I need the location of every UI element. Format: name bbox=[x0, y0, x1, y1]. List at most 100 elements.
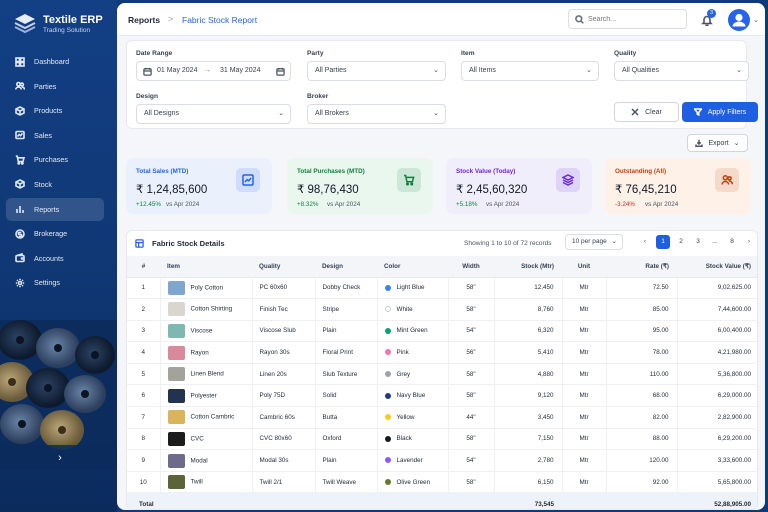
sidebar-item-reports[interactable]: Reports bbox=[6, 197, 104, 221]
page-button[interactable]: 1 bbox=[656, 235, 670, 249]
table-row[interactable]: 8 CVC CVC 80x60 Oxford Black 58" 7,150 Mtr 88.00… bbox=[127, 428, 757, 451]
page-button[interactable]: 8 bbox=[730, 238, 734, 245]
summary-card[interactable]: Stock Value (Today) ₹ 2,45,60,320 +5.18% vs… bbox=[446, 158, 592, 214]
sidebar-item-settings[interactable]: Settings bbox=[6, 271, 104, 294]
rate-cell: 120.00 bbox=[605, 449, 677, 472]
table-row[interactable]: 10 Twill Twill 2/1 Twill Weave Olive Green 58… bbox=[127, 471, 757, 494]
design-value: All Designs bbox=[144, 110, 180, 117]
table-row[interactable]: 7 Cotton Cambric Cambric 60s Butta Yellow 44"… bbox=[127, 406, 757, 429]
chevron-down-icon: ⌄ bbox=[611, 238, 617, 245]
quality-cell: Poly 75D bbox=[251, 384, 315, 408]
column-header[interactable]: Design bbox=[315, 256, 377, 278]
search-input[interactable] bbox=[588, 13, 683, 26]
sidebar-item-stock[interactable]: Stock bbox=[6, 173, 104, 196]
table-row[interactable]: 9 Modal Modal 30s Plain Lavender 54" 2,780 Mtr 1… bbox=[127, 449, 757, 472]
export-button[interactable]: Export ⌄ bbox=[687, 134, 748, 152]
sidebar-item-accounts[interactable]: Accounts bbox=[6, 247, 104, 270]
date-from[interactable]: 01 May 2024 bbox=[157, 67, 198, 74]
sidebar-item-products[interactable]: Products bbox=[6, 99, 104, 122]
broker-select[interactable]: All Brokers ⌄ bbox=[307, 104, 446, 124]
fabric-swatch bbox=[167, 431, 185, 446]
page-button[interactable]: 3 bbox=[696, 238, 700, 245]
item-value: All Items bbox=[469, 67, 496, 74]
column-header[interactable]: Width bbox=[448, 256, 494, 278]
cart-icon bbox=[15, 155, 25, 165]
unit-cell: Mtr bbox=[561, 471, 606, 494]
column-header[interactable]: Stock (Mtr) bbox=[494, 256, 562, 278]
table-row[interactable]: 2 Cotton Shirting Finish Tec Stripe White 58"… bbox=[127, 298, 757, 321]
item-cell: CVC bbox=[159, 428, 252, 451]
summary-card[interactable]: Total Purchases (MTD) ₹ 98,76,430 +8.32% vs… bbox=[287, 158, 433, 214]
stock-cell: 8,760 bbox=[493, 298, 562, 321]
color-cell: Olive Green bbox=[376, 471, 448, 494]
rate-cell: 68.00 bbox=[605, 384, 677, 408]
column-header[interactable]: Color bbox=[377, 256, 448, 278]
item-select[interactable]: All Items ⌄ bbox=[461, 61, 599, 81]
summary-card[interactable]: Outstanding (All) ₹ 76,45,210 -3.24% vs Apr… bbox=[605, 158, 751, 214]
width-cell: 58" bbox=[447, 298, 494, 321]
total-value: 52,88,905.00 bbox=[677, 492, 757, 509]
design-cell: Plain bbox=[314, 320, 377, 343]
table-row[interactable]: 5 Linen Blend Linen 20s Slub Texture Grey 58"… bbox=[127, 363, 757, 386]
sidebar-item-brokerage[interactable]: Brokerage bbox=[6, 222, 104, 245]
color-name: Black bbox=[396, 435, 412, 443]
brand[interactable]: Textile ERP Trading Solution bbox=[13, 13, 103, 35]
people-icon bbox=[715, 168, 739, 192]
table-row[interactable]: 3 Viscose Viscose Slub Plain Mint Green 54" 6,… bbox=[127, 320, 757, 343]
item-name: CVC bbox=[190, 435, 204, 443]
unit-cell: Mtr bbox=[561, 277, 606, 300]
color-name: White bbox=[396, 305, 413, 313]
date-range-field[interactable]: 01 May 2024 → 31 May 2024 bbox=[136, 61, 291, 81]
quality-cell: Twill 2/1 bbox=[251, 471, 315, 494]
stock-cell: 4,880 bbox=[493, 363, 562, 386]
column-header[interactable]: Unit bbox=[562, 256, 606, 278]
brand-tagline: Trading Solution bbox=[43, 26, 91, 34]
column-header[interactable]: Quality bbox=[252, 256, 315, 278]
row-number: 2 bbox=[127, 298, 160, 321]
sidebar-item-label: Dashboard bbox=[34, 57, 70, 66]
table-row[interactable]: 1 Poly Cotton PC 60x60 Dobby Check Light Blu… bbox=[127, 277, 757, 300]
next-page-icon[interactable]: › bbox=[747, 238, 751, 245]
sidebar-item-sales[interactable]: Sales bbox=[6, 124, 104, 147]
card-change: -3.24% bbox=[615, 201, 635, 208]
sidebar-item-parties[interactable]: Parties bbox=[6, 75, 104, 98]
breadcrumb-root[interactable]: Reports bbox=[128, 15, 161, 25]
date-to[interactable]: 31 May 2024 bbox=[220, 67, 261, 74]
design-cell: Floral Print bbox=[314, 341, 377, 364]
design-select[interactable]: All Designs ⌄ bbox=[136, 104, 291, 124]
quality-cell: PC 60x60 bbox=[251, 277, 315, 300]
apply-filters-button[interactable]: Apply Filters bbox=[682, 102, 758, 122]
unit-cell: Mtr bbox=[561, 406, 606, 429]
party-select[interactable]: All Parties ⌄ bbox=[307, 61, 446, 81]
color-name: Grey bbox=[396, 370, 411, 378]
table-row[interactable]: 6 Polyester Poly 75D Solid Navy Blue 58" 9,120… bbox=[127, 384, 757, 408]
color-dot bbox=[384, 457, 391, 464]
item-label: Item bbox=[461, 50, 475, 57]
clear-button[interactable]: Clear bbox=[614, 102, 679, 122]
item-cell: Cotton Cambric bbox=[159, 406, 252, 429]
chevron-down-icon[interactable]: ⌄ bbox=[753, 17, 759, 24]
page-button: ... bbox=[712, 238, 718, 245]
avatar[interactable] bbox=[728, 9, 750, 31]
color-dot bbox=[384, 392, 391, 399]
prev-page-icon[interactable]: ‹ bbox=[643, 238, 647, 245]
summary-card[interactable]: Total Sales (MTD) ₹ 1,24,85,600 +12.45% vs … bbox=[126, 158, 272, 214]
quality-select[interactable]: All Qualities ⌄ bbox=[614, 61, 749, 81]
per-page-select[interactable]: 10 per page ⌄ bbox=[565, 234, 623, 250]
column-header[interactable]: Rate (₹) bbox=[606, 256, 677, 278]
column-header[interactable]: Stock Value (₹) bbox=[677, 256, 757, 278]
search-box[interactable] bbox=[568, 9, 687, 29]
column-header[interactable]: # bbox=[127, 256, 160, 278]
collapse-sidebar-icon[interactable]: › bbox=[58, 452, 62, 464]
stock-value-cell: 6,29,200.00 bbox=[676, 428, 757, 451]
export-label: Export bbox=[708, 139, 729, 147]
sidebar-item-purchases[interactable]: Purchases bbox=[6, 148, 104, 171]
page-button[interactable]: 2 bbox=[679, 238, 683, 245]
row-number: 4 bbox=[127, 341, 160, 364]
sidebar-item-dashboard[interactable]: Dashboard bbox=[6, 50, 104, 73]
table-row[interactable]: 4 Rayon Rayon 30s Floral Print Pink 56" 5,410 M… bbox=[127, 341, 757, 364]
width-cell: 58" bbox=[447, 384, 494, 408]
column-header[interactable]: Item bbox=[160, 256, 252, 278]
rate-cell: 110.00 bbox=[605, 363, 677, 386]
brand-logo-icon bbox=[14, 14, 36, 34]
